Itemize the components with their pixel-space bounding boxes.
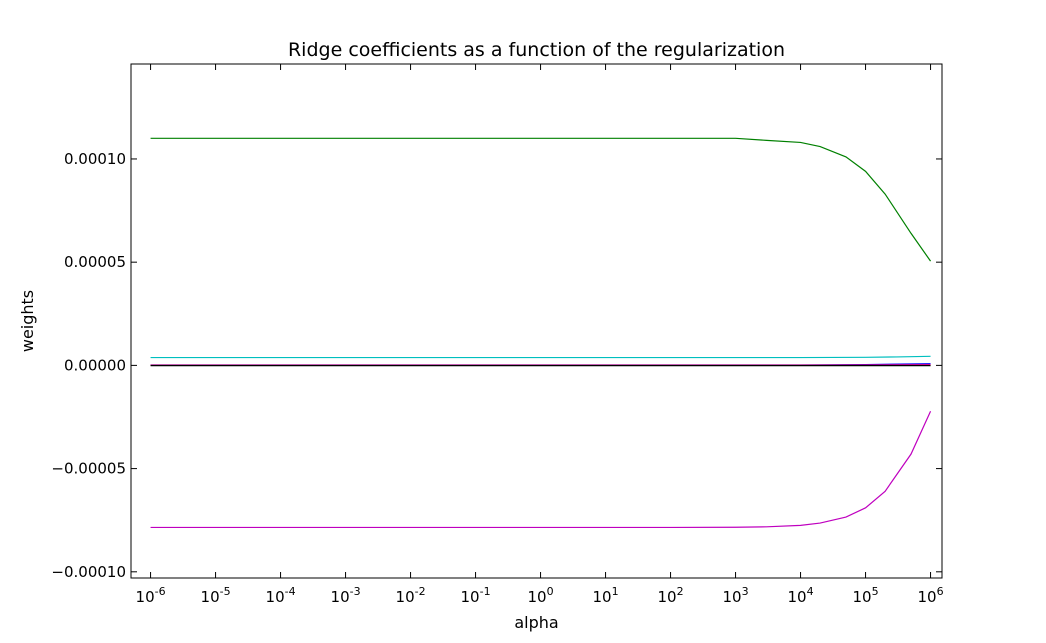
x-tick-label-5: 10-2 xyxy=(396,585,426,606)
x-tick-label-1: 10-6 xyxy=(136,585,166,606)
y-tick-label-3: 0.00000 xyxy=(64,356,126,374)
x-tick-label-10: 103 xyxy=(723,585,749,606)
x-axis-label: alpha xyxy=(514,613,558,632)
chart-title: Ridge coefficients as a function of the … xyxy=(288,39,785,61)
ticks-layer: 10-6 10-5 10-4 10-3 10-2 10-1 100 101 102 103 104 1… xyxy=(51,64,944,606)
y-tick-label-4: −0.00005 xyxy=(51,460,126,478)
series-layer xyxy=(150,137,932,529)
series-line-7 xyxy=(150,410,932,529)
x-tick-label-13: 106 xyxy=(918,585,944,606)
x-tick-label-12: 105 xyxy=(853,585,879,606)
y-tick-label-2: 0.00005 xyxy=(64,253,126,271)
x-tick-label-2: 10-5 xyxy=(201,585,231,606)
series-line-1 xyxy=(150,137,932,262)
plot-frame xyxy=(130,63,943,579)
x-tick-label-4: 10-3 xyxy=(331,585,361,606)
y-axis-label: weights xyxy=(18,290,37,352)
x-tick-label-3: 10-4 xyxy=(266,585,296,606)
x-tick-label-8: 101 xyxy=(593,585,619,606)
series-line-2 xyxy=(150,355,931,359)
x-tick-label-6: 10-1 xyxy=(461,585,491,606)
x-tick-label-11: 104 xyxy=(788,585,814,606)
x-tick-label-7: 100 xyxy=(528,585,554,606)
y-tick-label-5: −0.00010 xyxy=(51,563,126,581)
x-tick-label-9: 102 xyxy=(658,585,684,606)
y-tick-label-1: 0.00010 xyxy=(64,150,126,168)
